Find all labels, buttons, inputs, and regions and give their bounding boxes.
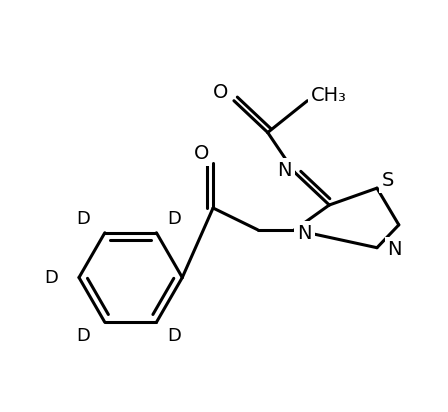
- Text: CH₃: CH₃: [311, 86, 347, 105]
- Text: S: S: [382, 171, 394, 190]
- Text: D: D: [168, 327, 181, 345]
- Text: N: N: [277, 161, 292, 180]
- Text: D: D: [76, 210, 90, 228]
- Text: O: O: [213, 83, 229, 102]
- Text: D: D: [76, 327, 90, 345]
- Text: N: N: [388, 240, 402, 259]
- Text: D: D: [168, 210, 181, 228]
- Text: N: N: [297, 224, 312, 243]
- Text: O: O: [194, 144, 209, 163]
- Text: D: D: [44, 269, 58, 286]
